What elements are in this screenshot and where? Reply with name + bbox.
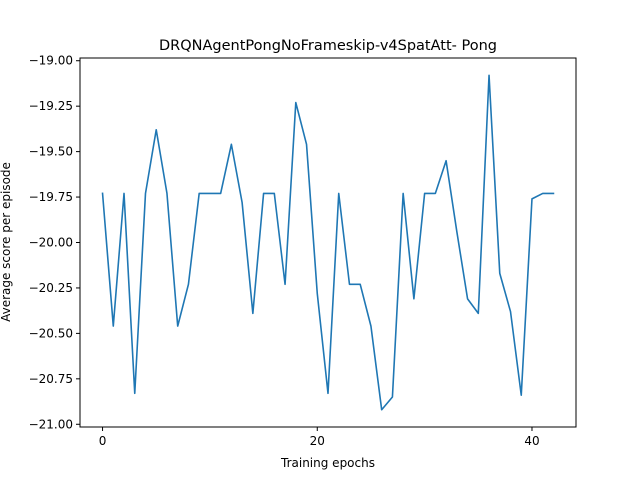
y-tick-label: −20.50: [29, 326, 73, 340]
plot-frame: [79, 57, 577, 428]
y-tick-label: −20.25: [29, 281, 73, 295]
y-axis: −21.00 −20.75 −20.50 −20.25 −20.00 −19.75 −19.…: [29, 54, 80, 431]
y-tick-label: −21.00: [29, 417, 73, 431]
x-axis: 0 20 40: [99, 427, 540, 448]
y-tick-label: −19.75: [29, 190, 73, 204]
y-tick-label: −19.00: [29, 54, 73, 68]
y-axis-label: Average score per episode: [0, 162, 13, 322]
x-axis-label: Training epochs: [280, 456, 375, 470]
y-tick-label: −19.25: [29, 99, 73, 113]
y-tick-label: −19.50: [29, 145, 73, 159]
chart-title: DRQNAgentPongNoFrameskip-v4SpatAtt- Pong: [159, 38, 497, 54]
series-line-0: [101, 74, 555, 411]
y-tick-label: −20.00: [29, 236, 73, 250]
x-tick-label: 20: [310, 434, 325, 448]
x-tick-label: 0: [99, 434, 107, 448]
x-tick-label: 40: [524, 434, 539, 448]
y-tick-label: −20.75: [29, 372, 73, 386]
plot-area: [79, 57, 577, 428]
